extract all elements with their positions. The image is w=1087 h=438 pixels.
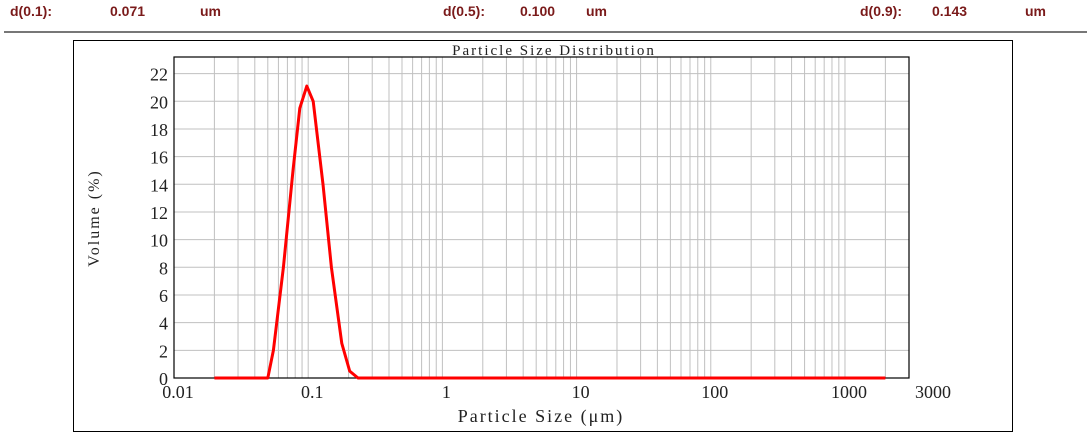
- y-tick-label: 0: [159, 369, 168, 389]
- x-tick-label: 3000: [915, 382, 951, 402]
- y-tick-label: 18: [150, 120, 168, 140]
- x-tick-label: 1: [442, 382, 451, 402]
- y-axis-label: Volume (%): [86, 169, 103, 266]
- d10-label: d(0.1):: [10, 3, 52, 19]
- x-tick-label: 100: [701, 382, 728, 402]
- divider: [4, 31, 1087, 33]
- d90-value: 0.143: [932, 3, 968, 19]
- x-tick-label: 0.1: [301, 382, 324, 402]
- y-tick-label: 12: [150, 203, 168, 223]
- y-tick-label: 10: [150, 231, 168, 251]
- d50-label: d(0.5):: [443, 3, 485, 19]
- y-tick-label: 16: [150, 148, 168, 168]
- d50-value: 0.100: [520, 3, 556, 19]
- chart-frame: [73, 40, 1013, 432]
- d10-value: 0.071: [110, 3, 146, 19]
- x-axis-label: Particle Size (μm): [458, 406, 625, 427]
- y-tick-label: 2: [159, 341, 168, 361]
- y-tick-label: 22: [150, 65, 168, 85]
- d90-label: d(0.9):: [860, 3, 902, 19]
- y-tick-label: 20: [150, 92, 168, 112]
- y-tick-label: 4: [159, 314, 168, 334]
- series-line: [214, 84, 886, 380]
- y-tick-label: 14: [150, 175, 168, 195]
- plot-area: [173, 56, 910, 379]
- chart-title: Particle Size Distribution: [452, 43, 656, 59]
- x-tick-label: 10: [572, 382, 590, 402]
- y-tick-label: 6: [159, 286, 168, 306]
- d90-unit: um: [1025, 3, 1046, 19]
- d50-unit: um: [586, 3, 607, 19]
- x-tick-label: 0.01: [162, 382, 194, 402]
- d10-unit: um: [200, 3, 221, 19]
- y-tick-label: 8: [159, 258, 168, 278]
- x-tick-label: 1000: [831, 382, 867, 402]
